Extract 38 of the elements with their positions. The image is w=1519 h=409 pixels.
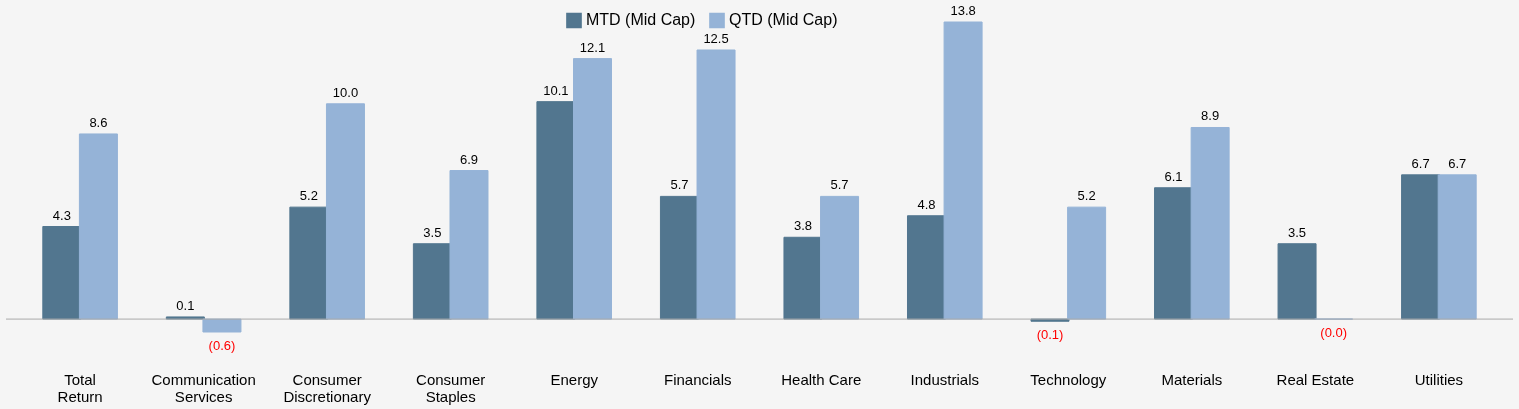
data-label: (0.6) (208, 338, 236, 353)
data-label: 10.0 (332, 84, 359, 100)
data-label: 6.1 (1164, 168, 1183, 184)
x-tick-label: Health Care (781, 370, 862, 388)
data-label: 13.8 (950, 3, 976, 18)
x-tick-label: Consumer Discretionary (283, 370, 372, 405)
data-label: 12.1 (579, 39, 606, 55)
x-tick-label: Energy (550, 370, 599, 388)
data-label: (0.0) (1320, 325, 1348, 341)
x-tick-label: Technology (1030, 370, 1107, 388)
data-label: 4.3 (52, 207, 71, 223)
data-label: 8.9 (1201, 108, 1220, 124)
x-tick-label: Financials (663, 370, 732, 388)
data-label: 4.8 (917, 196, 936, 212)
data-label: 10.1 (543, 82, 569, 98)
data-label: 6.9 (459, 151, 479, 167)
data-label: 5.2 (299, 188, 318, 204)
data-label: 6.7 (1448, 155, 1467, 171)
data-label: 6.7 (1411, 155, 1430, 171)
x-tick-label: Total Return (57, 370, 103, 405)
data-label: 5.7 (830, 177, 849, 193)
x-tick-label: Communication Services (151, 370, 256, 405)
legend-label: MTD (Mid Cap) (586, 11, 696, 29)
data-label: 0.1 (176, 297, 195, 313)
data-label: (0.1) (1036, 327, 1064, 343)
x-tick-label: Consumer Staples (416, 370, 486, 405)
data-label: 3.8 (793, 218, 812, 234)
data-label: 12.5 (703, 30, 729, 46)
data-label: 8.6 (89, 114, 108, 130)
x-tick-label: Industrials (910, 370, 979, 388)
x-tick-label: Utilities (1414, 370, 1464, 388)
data-label: 3.5 (1288, 224, 1307, 240)
legend-label: QTD (Mid Cap) (729, 11, 838, 29)
x-tick-label: Materials (1161, 370, 1223, 388)
data-label: 5.2 (1077, 188, 1096, 204)
data-label: 3.5 (423, 224, 442, 240)
data-label: 5.7 (670, 177, 689, 193)
x-tick-label: Real Estate (1276, 370, 1355, 388)
